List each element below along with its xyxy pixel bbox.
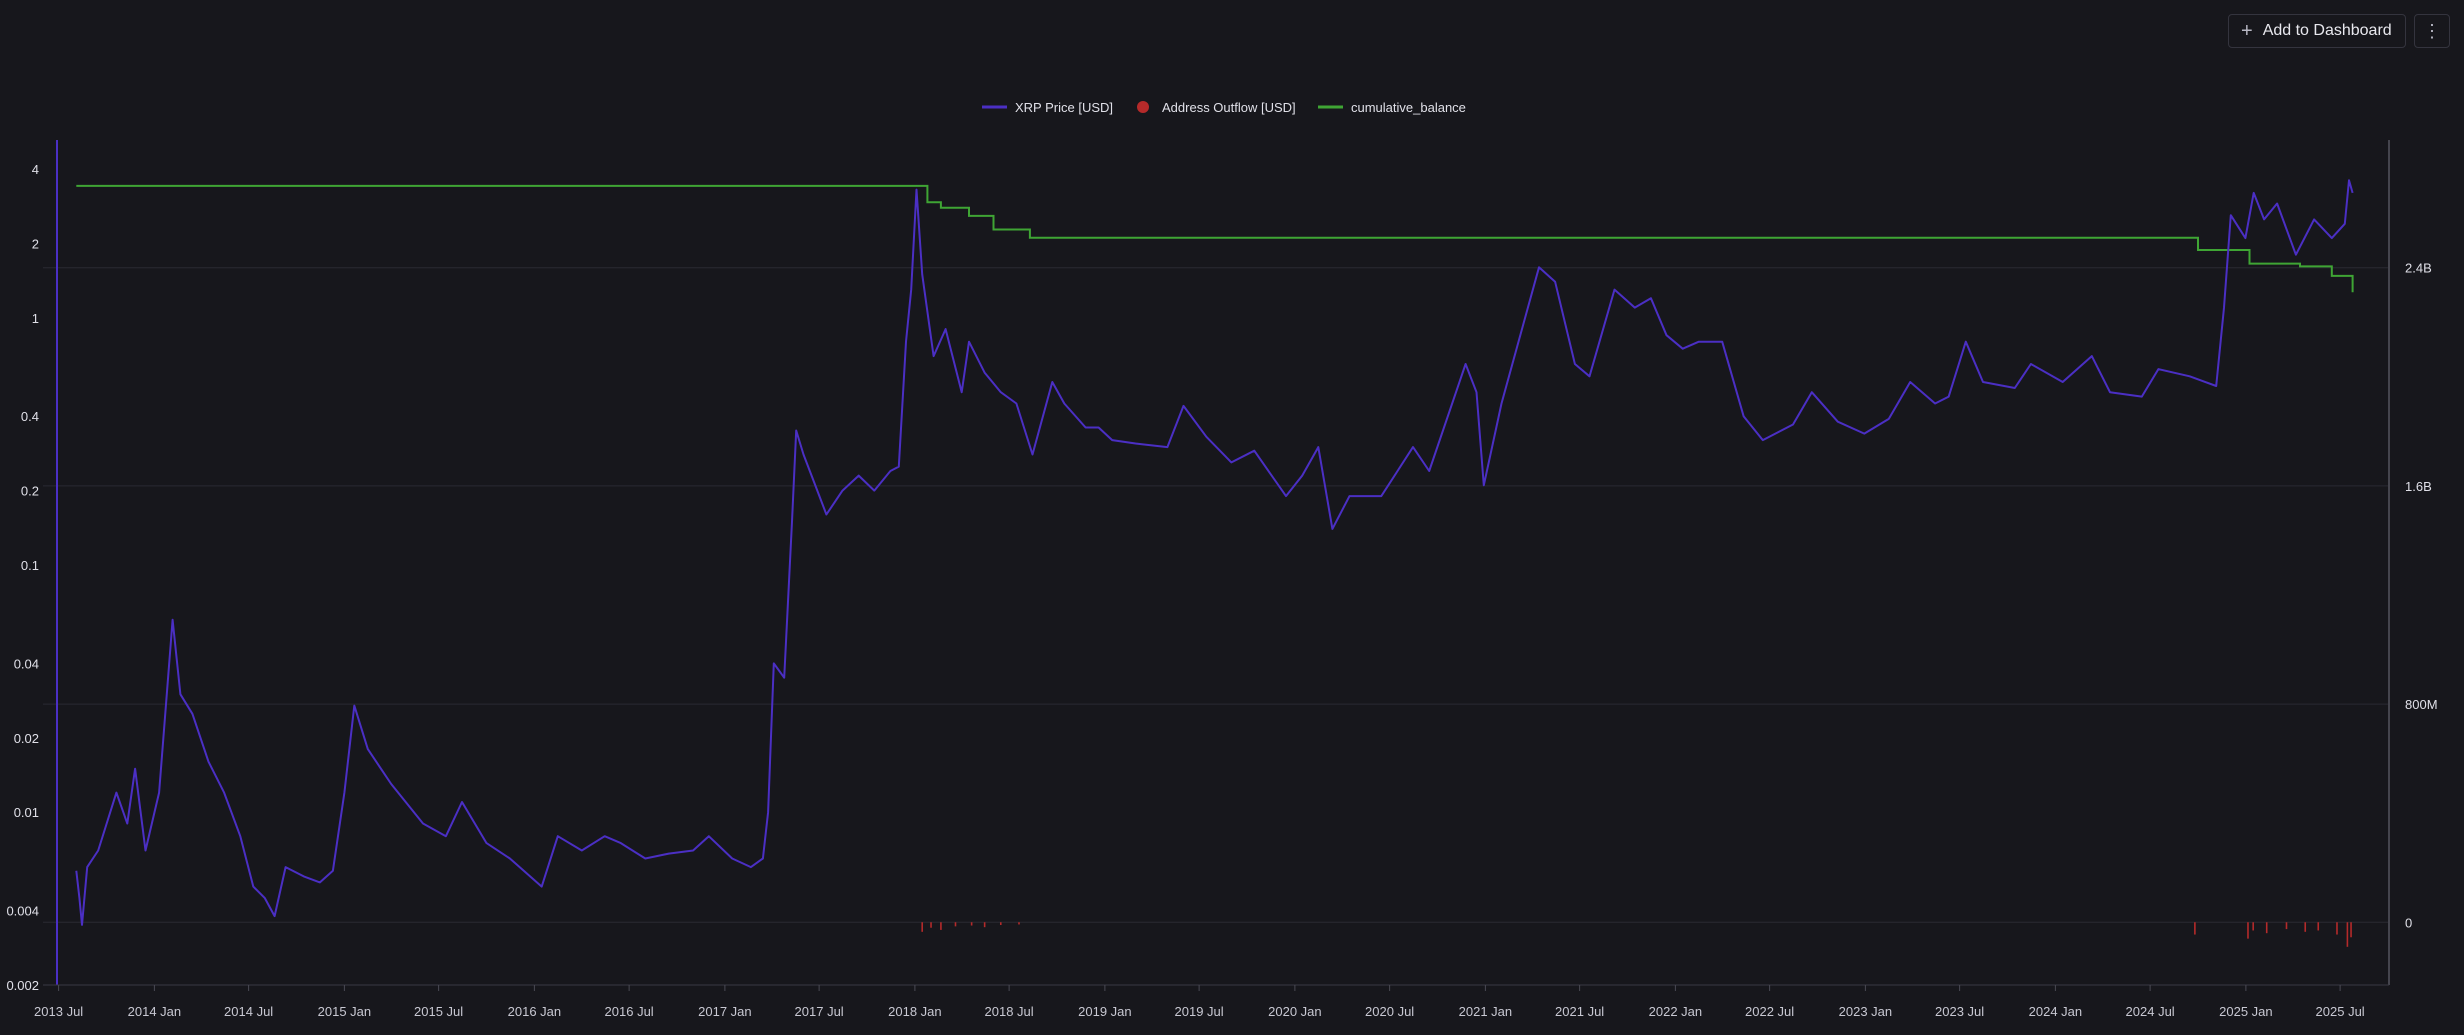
y-right-tick-label: 1.6B: [2405, 479, 2432, 494]
x-tick-label: 2018 Jul: [985, 1004, 1034, 1019]
add-to-dashboard-label: Add to Dashboard: [2262, 22, 2392, 39]
x-tick-label: 2023 Jan: [1839, 1004, 1893, 1019]
x-tick-label: 2021 Jul: [1555, 1004, 1604, 1019]
plus-icon: +: [2241, 20, 2253, 42]
legend-swatch-outflow: [1137, 101, 1149, 113]
y-left-tick-label: 4: [32, 162, 39, 177]
x-tick-label: 2015 Jan: [318, 1004, 372, 1019]
y-left-tick-label: 0.1: [21, 558, 39, 573]
y-left-tick-label: 0.2: [21, 484, 39, 499]
x-tick-label: 2022 Jul: [1745, 1004, 1794, 1019]
x-tick-label: 2024 Jan: [2029, 1004, 2083, 1019]
y-left-tick-label: 2: [32, 236, 39, 251]
add-to-dashboard-button[interactable]: + Add to Dashboard: [2228, 14, 2406, 48]
legend-label-balance: cumulative_balance: [1351, 100, 1466, 115]
price-line: [75, 179, 2354, 926]
y-left-tick-label: 1: [32, 311, 39, 326]
more-vertical-icon: ⋮: [2423, 20, 2441, 41]
x-tick-label: 2025 Jul: [2316, 1004, 2365, 1019]
x-tick-label: 2016 Jan: [508, 1004, 562, 1019]
balance-line: [76, 184, 2354, 293]
x-tick-label: 2018 Jan: [888, 1004, 942, 1019]
legend-label-outflow: Address Outflow [USD]: [1162, 100, 1296, 115]
y-right-tick-label: 2.4B: [2405, 261, 2432, 276]
y-left-tick-label: 0.02: [14, 731, 39, 746]
y-left-tick-label: 0.01: [14, 805, 39, 820]
y-left-tick-label: 0.004: [6, 904, 39, 919]
y-right-tick-label: 800M: [2405, 697, 2438, 712]
more-options-button[interactable]: ⋮: [2414, 14, 2450, 48]
x-tick-label: 2025 Jan: [2219, 1004, 2273, 1019]
legend: XRP Price [USD] Address Outflow [USD] cumu…: [982, 100, 1466, 115]
x-tick-label: 2020 Jan: [1268, 1004, 1322, 1019]
x-tick-label: 2013 Jul: [34, 1004, 83, 1019]
x-tick-label: 2020 Jul: [1365, 1004, 1414, 1019]
y-left-tick-label: 0.04: [14, 656, 39, 671]
x-tick-label: 2019 Jul: [1175, 1004, 1224, 1019]
x-tick-label: 2014 Jan: [128, 1004, 182, 1019]
y-left-tick-label: 0.002: [6, 978, 39, 993]
y-right-tick-label: 0: [2405, 915, 2412, 930]
x-tick-label: 2014 Jul: [224, 1004, 273, 1019]
x-tick-label: 2021 Jan: [1459, 1004, 1513, 1019]
x-tick-label: 2024 Jul: [2126, 1004, 2175, 1019]
toolbar: + Add to Dashboard ⋮: [2228, 14, 2450, 48]
x-tick-label: 2015 Jul: [414, 1004, 463, 1019]
y-left-tick-label: 0.4: [21, 409, 39, 424]
x-tick-label: 2019 Jan: [1078, 1004, 1132, 1019]
x-tick-label: 2017 Jan: [698, 1004, 752, 1019]
legend-label-price: XRP Price [USD]: [1015, 100, 1113, 115]
x-tick-label: 2023 Jul: [1935, 1004, 1984, 1019]
x-tick-label: 2017 Jul: [795, 1004, 844, 1019]
x-tick-label: 2022 Jan: [1649, 1004, 1703, 1019]
x-tick-label: 2016 Jul: [605, 1004, 654, 1019]
